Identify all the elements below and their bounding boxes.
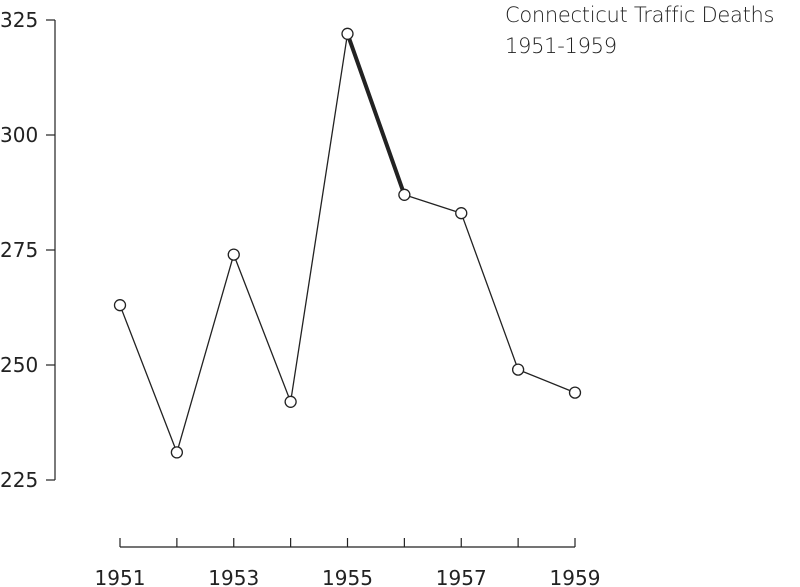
x-tick-label: 1957: [436, 566, 487, 587]
x-tick-label: 1951: [95, 566, 146, 587]
line-segment: [233, 253, 292, 403]
data-point: [284, 395, 297, 408]
line-segment: [460, 212, 519, 371]
y-tick-label: 275: [0, 238, 38, 262]
data-point: [170, 446, 184, 459]
x-tick-label: 1959: [550, 566, 601, 587]
y-tick-label: 250: [0, 353, 38, 377]
chart-title: Connecticut Traffic Deaths 1951-1959: [505, 0, 774, 62]
chart-subtitle: 1951-1959: [505, 34, 617, 58]
line-segment: [176, 253, 235, 454]
chart-title-line: Connecticut Traffic Deaths: [505, 3, 775, 27]
data-point: [341, 27, 354, 40]
data-point: [455, 207, 468, 220]
line-segment: [517, 368, 576, 394]
data-point: [113, 299, 127, 312]
y-axis: 225 250 275 300 325: [0, 8, 56, 492]
data-point: [398, 188, 411, 201]
line-segment: [119, 304, 178, 454]
highlighted-segment: [345, 31, 407, 197]
y-tick-label: 225: [0, 468, 38, 492]
data-point: [568, 386, 582, 399]
y-tick-label: 325: [0, 8, 38, 32]
data-points: [113, 27, 582, 459]
y-tick-label: 300: [0, 123, 38, 147]
x-tick-label: 1953: [208, 566, 259, 587]
line-segment: [289, 33, 349, 403]
data-point: [227, 248, 240, 261]
data-point: [511, 363, 525, 376]
x-axis: 1951 1953 1955 1957 1959: [95, 538, 601, 587]
line-segment: [403, 194, 462, 214]
series-line: [119, 31, 576, 454]
x-tick-label: 1955: [322, 566, 373, 587]
